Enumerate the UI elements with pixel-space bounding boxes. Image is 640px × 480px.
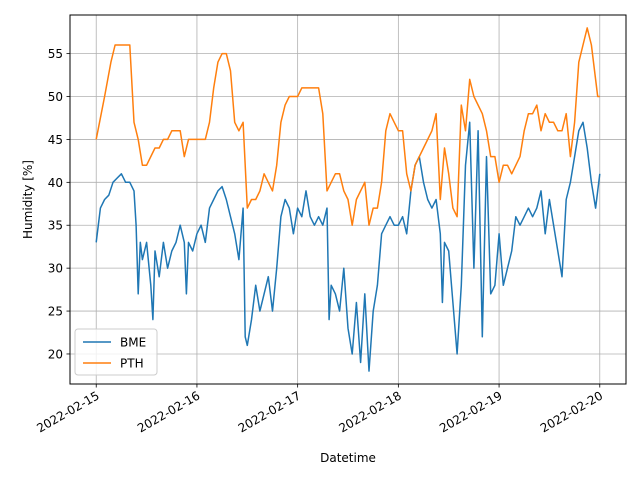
- y-tick-label: 45: [48, 133, 63, 147]
- y-tick-label: 20: [48, 347, 63, 361]
- legend-label-bme: BME: [120, 336, 146, 350]
- y-axis: 20 25 30 35 40 45 50 55: [48, 47, 70, 361]
- x-tick-label: 2022-02-19: [437, 388, 504, 435]
- series-line-bme: [95, 121, 601, 372]
- plot-area: [95, 27, 601, 372]
- y-tick-label: 30: [48, 262, 63, 276]
- y-axis-label: Humidity [%]: [21, 160, 35, 239]
- x-tick-label: 2022-02-17: [236, 388, 303, 435]
- x-tick-label: 2022-02-20: [538, 388, 605, 435]
- y-tick-label: 40: [48, 176, 63, 190]
- series-line-pth: [95, 27, 600, 226]
- legend: BME PTH: [74, 328, 158, 376]
- y-tick-label: 25: [48, 305, 63, 319]
- x-axis: 2022-02-15 2022-02-16 2022-02-17 2022-02-18…: [34, 384, 605, 435]
- legend-label-pth: PTH: [120, 357, 144, 371]
- x-axis-label: Datetime: [320, 451, 376, 465]
- axes-frame: [69, 14, 627, 385]
- y-tick-label: 35: [48, 219, 63, 233]
- x-tick-label: 2022-02-18: [336, 388, 403, 435]
- x-tick-label: 2022-02-16: [135, 388, 202, 435]
- y-tick-label: 55: [48, 47, 63, 61]
- y-tick-label: 50: [48, 90, 63, 104]
- x-tick-label: 2022-02-15: [34, 388, 101, 435]
